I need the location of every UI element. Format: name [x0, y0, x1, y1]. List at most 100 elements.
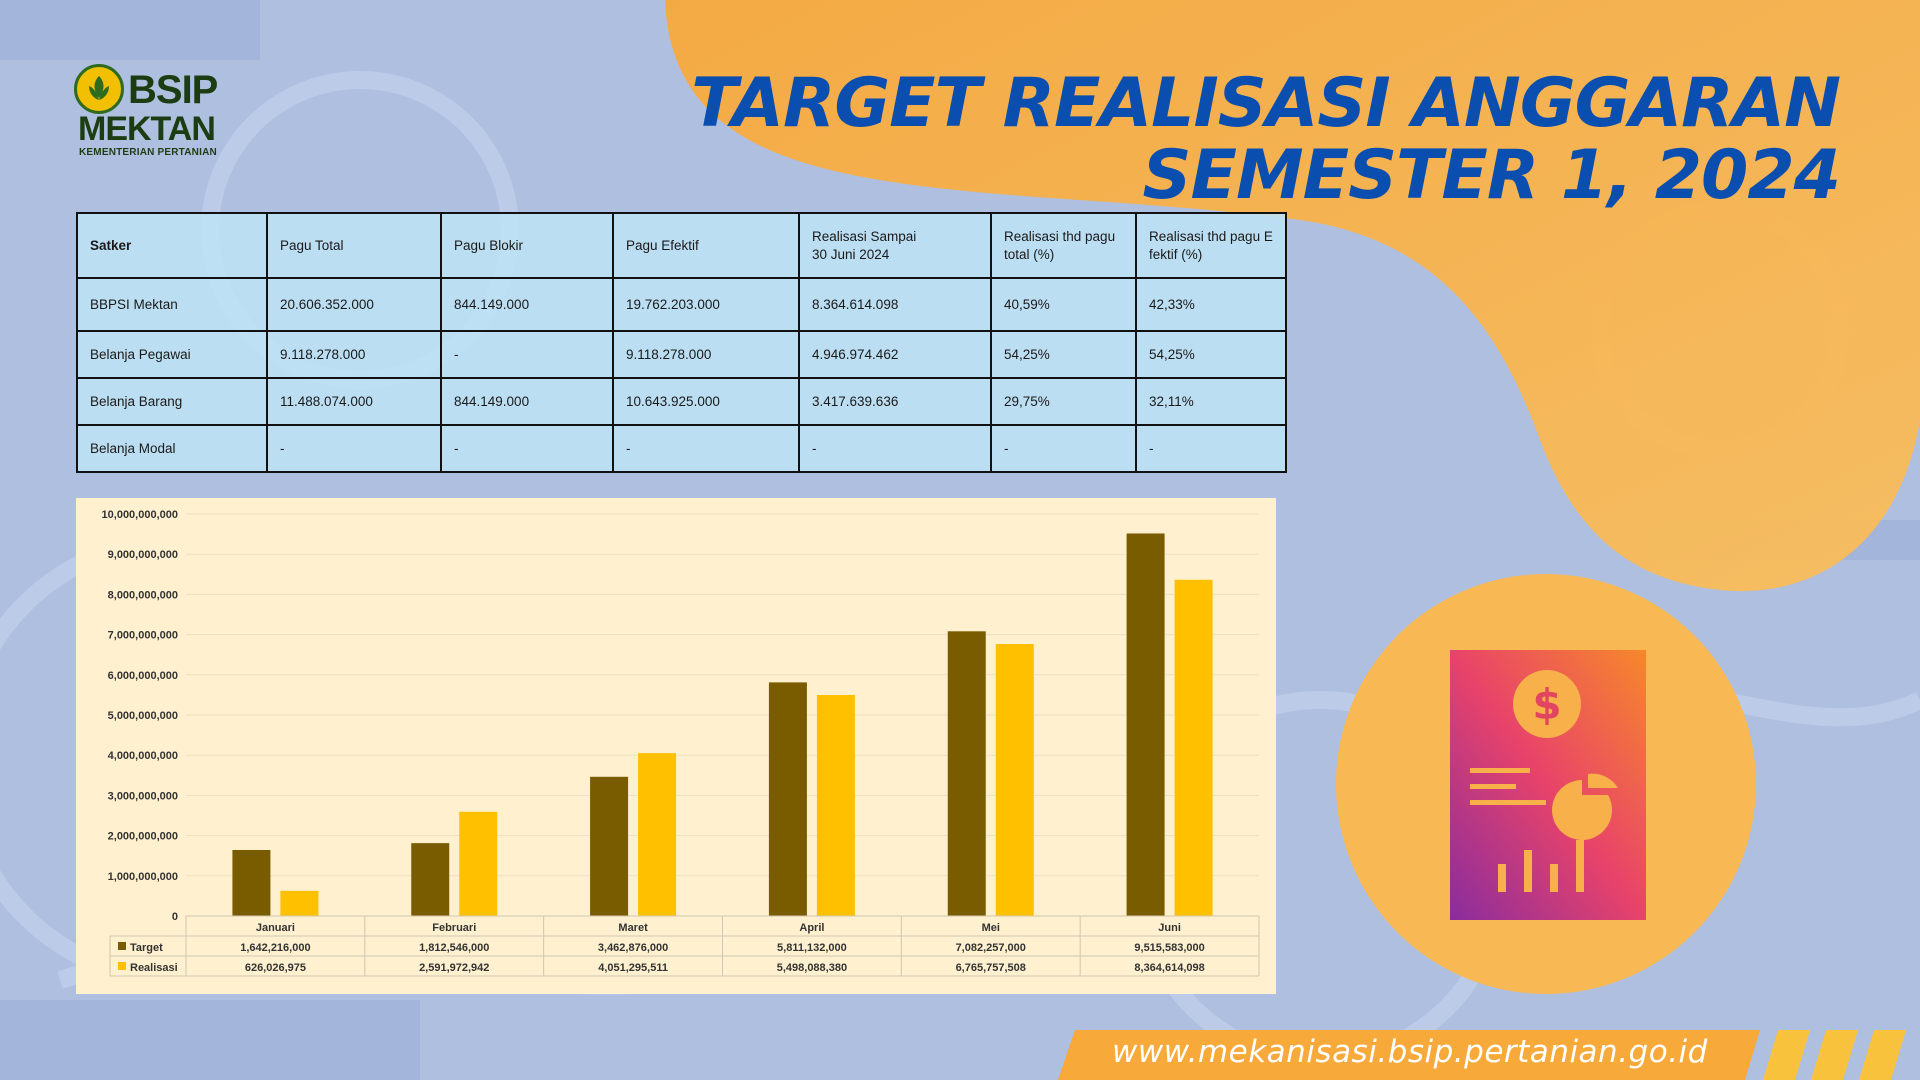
icon-circle: $	[1336, 574, 1756, 994]
header-pagu-blokir: Pagu Blokir	[440, 212, 614, 279]
table-row: BBPSI Mektan 20.606.352.000 844.149.000 …	[76, 277, 1287, 332]
budget-bar-chart: 0 1,000,000,000 2,000,000,000 3,000,000,000…	[102, 509, 1260, 977]
bar-target	[590, 776, 629, 916]
x-tick-label: April	[799, 922, 824, 934]
logo-brand-top: BSIP	[128, 68, 218, 112]
header-pagu-total: Pagu Total	[266, 212, 442, 279]
table-cell: -	[1135, 424, 1287, 473]
budget-table: Satker Pagu Total Pagu Blokir Pagu Efekt…	[76, 212, 1287, 473]
data-label: 9,515,583,000	[1134, 942, 1204, 954]
y-tick-label: 5,000,000,000	[108, 710, 178, 722]
page-title: TARGET REALISASI ANGGARAN SEMESTER 1, 20…	[691, 64, 1841, 215]
x-tick-label: Mei	[982, 922, 1000, 934]
y-tick-label: 1,000,000,000	[108, 871, 178, 883]
header-pagu-efektif: Pagu Efektif	[612, 212, 800, 279]
data-label: 7,082,257,000	[956, 942, 1026, 954]
y-tick-label: 2,000,000,000	[108, 831, 178, 843]
legend-swatch-target	[118, 942, 126, 950]
table-cell: 29,75%	[990, 377, 1137, 426]
table-cell: 11.488.074.000	[266, 377, 442, 426]
table-cell: 54,25%	[990, 330, 1137, 379]
legend-label-realisasi: Realisasi	[130, 962, 178, 974]
table-cell: 20.606.352.000	[266, 277, 442, 332]
bar-realisasi	[995, 644, 1034, 916]
table-cell: -	[990, 424, 1137, 473]
table-cell: 844.149.000	[440, 277, 614, 332]
bar-realisasi	[459, 811, 498, 916]
header-satker: Satker	[76, 212, 268, 279]
bar-realisasi	[280, 890, 319, 916]
data-label: 626,026,975	[245, 962, 306, 974]
table-cell: 9.118.278.000	[266, 330, 442, 379]
bar-target	[232, 849, 271, 916]
bar-realisasi	[816, 694, 855, 916]
table-cell: 19.762.203.000	[612, 277, 800, 332]
bar-target	[768, 682, 807, 916]
x-tick-label: Februari	[432, 922, 476, 934]
legend-label-target: Target	[130, 942, 163, 954]
y-tick-label: 3,000,000,000	[108, 790, 178, 802]
table-cell: Belanja Modal	[76, 424, 268, 473]
financial-report-icon: $	[1450, 650, 1646, 920]
header-realisasi-total-pct: Realisasi thd pagu total (%)	[990, 212, 1137, 279]
data-label: 4,051,295,511	[598, 962, 668, 974]
legend-swatch-realisasi	[118, 962, 126, 970]
data-label: 3,462,876,000	[598, 942, 668, 954]
website-url[interactable]: www.mekanisasi.bsip.pertanian.go.id	[1112, 1034, 1708, 1070]
dollar-sign-icon: $	[1532, 680, 1561, 729]
table-cell: 9.118.278.000	[612, 330, 800, 379]
title-line-1: TARGET REALISASI ANGGARAN	[691, 64, 1841, 143]
table-cell: -	[440, 330, 614, 379]
x-tick-label: Juni	[1158, 922, 1181, 934]
data-label: 5,811,132,000	[777, 942, 847, 954]
header-realisasi: Realisasi Sampai 30 Juni 2024	[798, 212, 992, 279]
bar-target	[411, 843, 450, 916]
table-cell: -	[440, 424, 614, 473]
y-tick-label: 7,000,000,000	[108, 630, 178, 642]
table-header-row: Satker Pagu Total Pagu Blokir Pagu Efekt…	[76, 212, 1287, 279]
table-cell: -	[266, 424, 442, 473]
y-tick-label: 8,000,000,000	[108, 589, 178, 601]
header-realisasi-efektif-pct: Realisasi thd pagu E fektif (%)	[1135, 212, 1287, 279]
table-cell: 10.643.925.000	[612, 377, 800, 426]
data-label: 1,812,546,000	[419, 942, 489, 954]
orange-blob	[665, 0, 1920, 592]
table-cell: -	[798, 424, 992, 473]
table-cell: 4.946.974.462	[798, 330, 992, 379]
url-bar-background	[1058, 1030, 1906, 1080]
bsip-mektan-logo: BSIP MEKTAN KEMENTERIAN PERTANIAN	[74, 62, 234, 158]
logo-brand-bottom: MEKTAN	[78, 110, 216, 148]
title-line-2: SEMESTER 1, 2024	[1142, 136, 1841, 215]
y-tick-label: 6,000,000,000	[108, 670, 178, 682]
data-label: 8,364,614,098	[1134, 962, 1204, 974]
table-cell: -	[612, 424, 800, 473]
budget-chart-panel: 0 1,000,000,000 2,000,000,000 3,000,000,000…	[76, 498, 1276, 994]
bar-realisasi	[638, 753, 677, 916]
table-row: Belanja Modal - - - - - -	[76, 424, 1287, 473]
table-cell: 54,25%	[1135, 330, 1287, 379]
leaf-emblem-icon	[74, 64, 124, 114]
x-tick-label: Maret	[618, 922, 648, 934]
y-tick-label: 4,000,000,000	[108, 750, 178, 762]
table-row: Belanja Barang 11.488.074.000 844.149.00…	[76, 377, 1287, 426]
data-label: 1,642,216,000	[240, 942, 310, 954]
table-cell: 32,11%	[1135, 377, 1287, 426]
logo-ministry: KEMENTERIAN PERTANIAN	[79, 147, 217, 158]
bar-target	[947, 631, 986, 916]
x-tick-label: Januari	[256, 922, 295, 934]
data-label: 5,498,088,380	[777, 962, 847, 974]
table-cell: 42,33%	[1135, 277, 1287, 332]
table-cell: 844.149.000	[440, 377, 614, 426]
y-tick-label: 0	[172, 911, 178, 923]
y-tick-label: 9,000,000,000	[108, 549, 178, 561]
table-cell: 8.364.614.098	[798, 277, 992, 332]
table-cell: Belanja Pegawai	[76, 330, 268, 379]
data-label: 6,765,757,508	[956, 962, 1026, 974]
table-cell: BBPSI Mektan	[76, 277, 268, 332]
table-row: Belanja Pegawai 9.118.278.000 - 9.118.27…	[76, 330, 1287, 379]
bar-target	[1126, 533, 1165, 916]
table-cell: 3.417.639.636	[798, 377, 992, 426]
bar-realisasi	[1174, 579, 1213, 916]
table-cell: 40,59%	[990, 277, 1137, 332]
y-tick-label: 10,000,000,000	[102, 509, 178, 521]
